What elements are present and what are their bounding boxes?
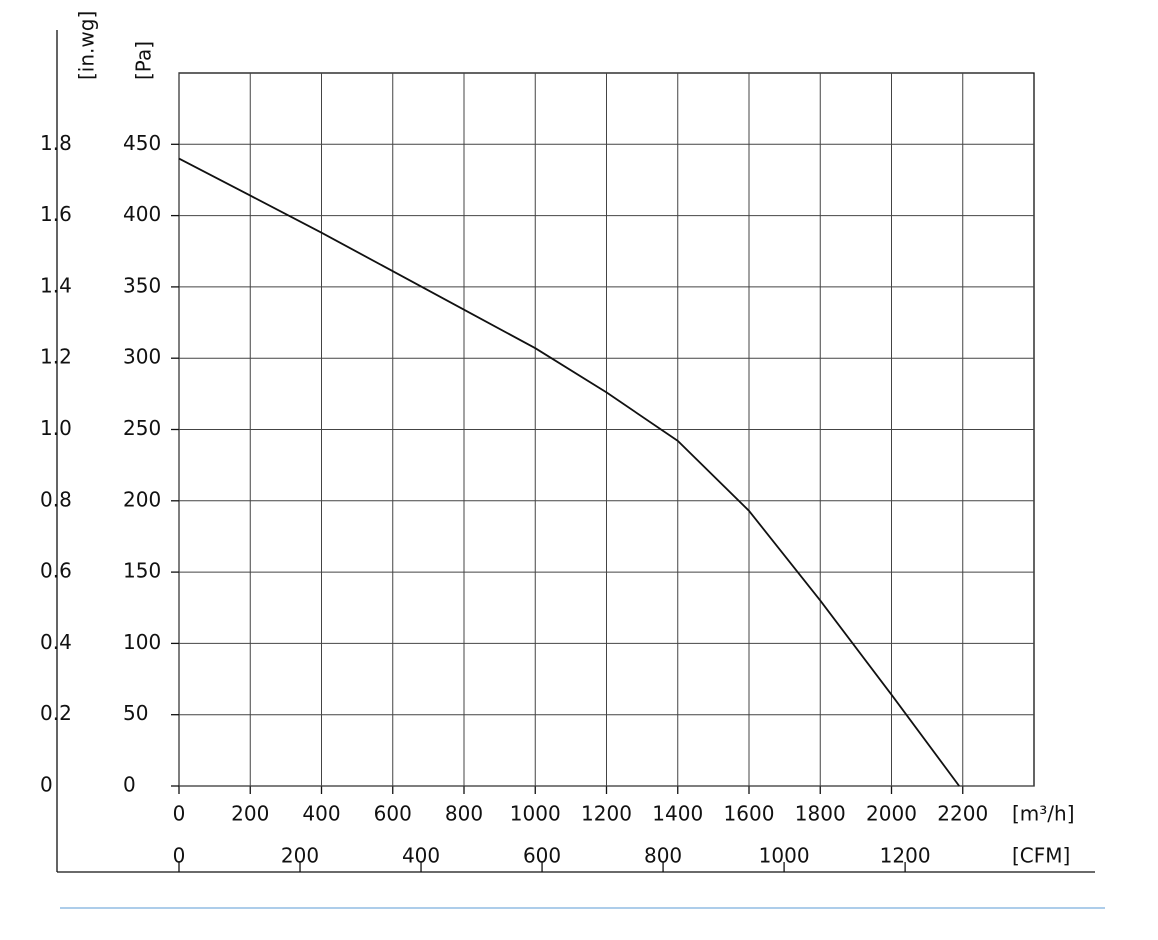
y-tick-label: 450 [123, 131, 161, 155]
y-tick-label: 150 [123, 559, 161, 583]
x-axis-label: [m³/h] [1012, 802, 1075, 826]
x2-tick-label: 400 [402, 844, 440, 868]
y2-axis-label: [in.wg] [75, 11, 99, 80]
y-tick-label: 100 [123, 630, 161, 654]
y-tick-label: 400 [123, 202, 161, 226]
x2-tick-label: 200 [281, 844, 319, 868]
y2-tick-label: 1.0 [40, 416, 72, 440]
x2-tick-label: 1200 [880, 844, 931, 868]
x-tick-label: 1200 [581, 802, 632, 826]
y2-tick-label: 1.6 [40, 202, 72, 226]
y2-tick-label: 0.6 [40, 559, 72, 583]
x-tick-label: 2200 [937, 802, 988, 826]
y-tick-label: 50 [123, 701, 148, 725]
y2-tick-label: 1.8 [40, 131, 72, 155]
x-tick-label: 1600 [724, 802, 775, 826]
x-tick-label: 2000 [866, 802, 917, 826]
y2-tick-label: 0.4 [40, 630, 72, 654]
x-tick-label: 600 [374, 802, 412, 826]
y2-tick-label: 1.4 [40, 273, 72, 297]
x2-tick-label: 1000 [759, 844, 810, 868]
x2-tick-label: 0 [173, 844, 186, 868]
y2-tick-label: 0 [40, 773, 53, 797]
x-tick-label: 800 [445, 802, 483, 826]
x-tick-label: 1800 [795, 802, 846, 826]
y-tick-label: 0 [123, 773, 136, 797]
x-tick-label: 0 [173, 802, 186, 826]
x2-tick-label: 800 [644, 844, 682, 868]
x-tick-label: 1000 [510, 802, 561, 826]
x-tick-label: 400 [302, 802, 340, 826]
y-tick-label: 250 [123, 416, 161, 440]
y-tick-label: 350 [123, 273, 161, 297]
x2-axis-label: [CFM] [1012, 844, 1070, 868]
x-tick-label: 200 [231, 802, 269, 826]
y-tick-label: 200 [123, 487, 161, 511]
y-tick-label: 300 [123, 345, 161, 369]
y-axis-label: [Pa] [132, 41, 156, 80]
y2-tick-label: 1.2 [40, 345, 72, 369]
x2-tick-label: 600 [523, 844, 561, 868]
curve [178, 157, 960, 787]
y2-tick-label: 0.8 [40, 487, 72, 511]
x-tick-label: 1400 [652, 802, 703, 826]
y2-tick-label: 0.2 [40, 701, 72, 725]
